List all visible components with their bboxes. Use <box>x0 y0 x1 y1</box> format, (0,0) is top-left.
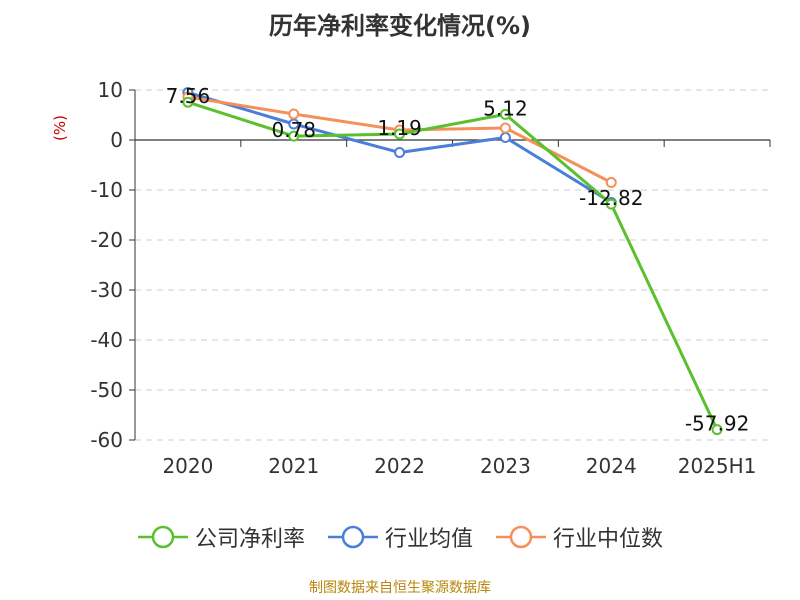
y-tick-label: -60 <box>90 428 123 452</box>
data-label: 1.19 <box>377 116 422 140</box>
series-line <box>187 100 719 431</box>
data-point <box>394 147 406 158</box>
x-tick-label: 2021 <box>268 454 319 478</box>
legend-swatch <box>327 525 378 549</box>
data-point <box>499 122 511 134</box>
legend-swatch-marker <box>341 525 365 549</box>
data-point <box>605 177 617 188</box>
legend-label: 行业中位数 <box>553 527 664 552</box>
x-tick-label: 2023 <box>480 454 531 478</box>
legend-item[interactable]: 行业均值 <box>327 521 473 553</box>
data-point <box>711 424 723 436</box>
y-tick-label: -30 <box>90 278 123 302</box>
source-footer: 制图数据来自恒生聚源数据库 <box>309 580 491 596</box>
x-tick-label: 2020 <box>162 454 213 478</box>
data-point <box>605 198 617 210</box>
y-tick-label: -50 <box>90 378 123 402</box>
data-point <box>182 96 194 108</box>
legend-label: 公司净利率 <box>194 527 305 552</box>
x-tick-label: 2024 <box>586 454 637 478</box>
data-label: -12.82 <box>579 186 643 210</box>
chart-title: 历年净利率变化情况(%) <box>269 12 531 40</box>
data-point <box>499 132 511 143</box>
data-label: -57.92 <box>685 412 749 436</box>
legend-label: 行业均值 <box>384 527 473 552</box>
gridlines <box>135 89 770 441</box>
data-labels: 7.56 0.78 1.19 5.12 -12.82 -57.92 <box>166 84 750 435</box>
y-tick-label: 0 <box>110 128 123 152</box>
y-tick-label: -20 <box>90 228 123 252</box>
legend-swatch-marker <box>151 525 175 549</box>
legend: 公司净利率 行业均值 行业中位数 <box>0 521 800 553</box>
legend-item[interactable]: 公司净利率 <box>137 521 305 553</box>
legend-item[interactable]: 行业中位数 <box>495 521 663 553</box>
data-point <box>394 128 406 140</box>
data-label: 7.56 <box>166 84 211 108</box>
data-point <box>288 130 300 142</box>
x-tick-label: 2022 <box>374 454 425 478</box>
data-point <box>499 108 511 120</box>
y-tick-label: -40 <box>90 328 123 352</box>
data-point <box>288 108 300 120</box>
y-tick-label: 10 <box>98 78 123 102</box>
series-lines <box>182 87 723 436</box>
x-tick-label: 2025H1 <box>678 454 757 478</box>
axes: 10 0 -10 -20 -30 -40 -50 -60 2020 2021 2022 2023 202… <box>90 78 771 478</box>
data-label: 0.78 <box>271 118 316 142</box>
y-tick-label: -10 <box>90 178 123 202</box>
legend-swatch-marker <box>509 525 533 549</box>
legend-swatch <box>496 525 546 549</box>
legend-swatch <box>137 525 188 549</box>
data-label: 5.12 <box>483 96 528 120</box>
